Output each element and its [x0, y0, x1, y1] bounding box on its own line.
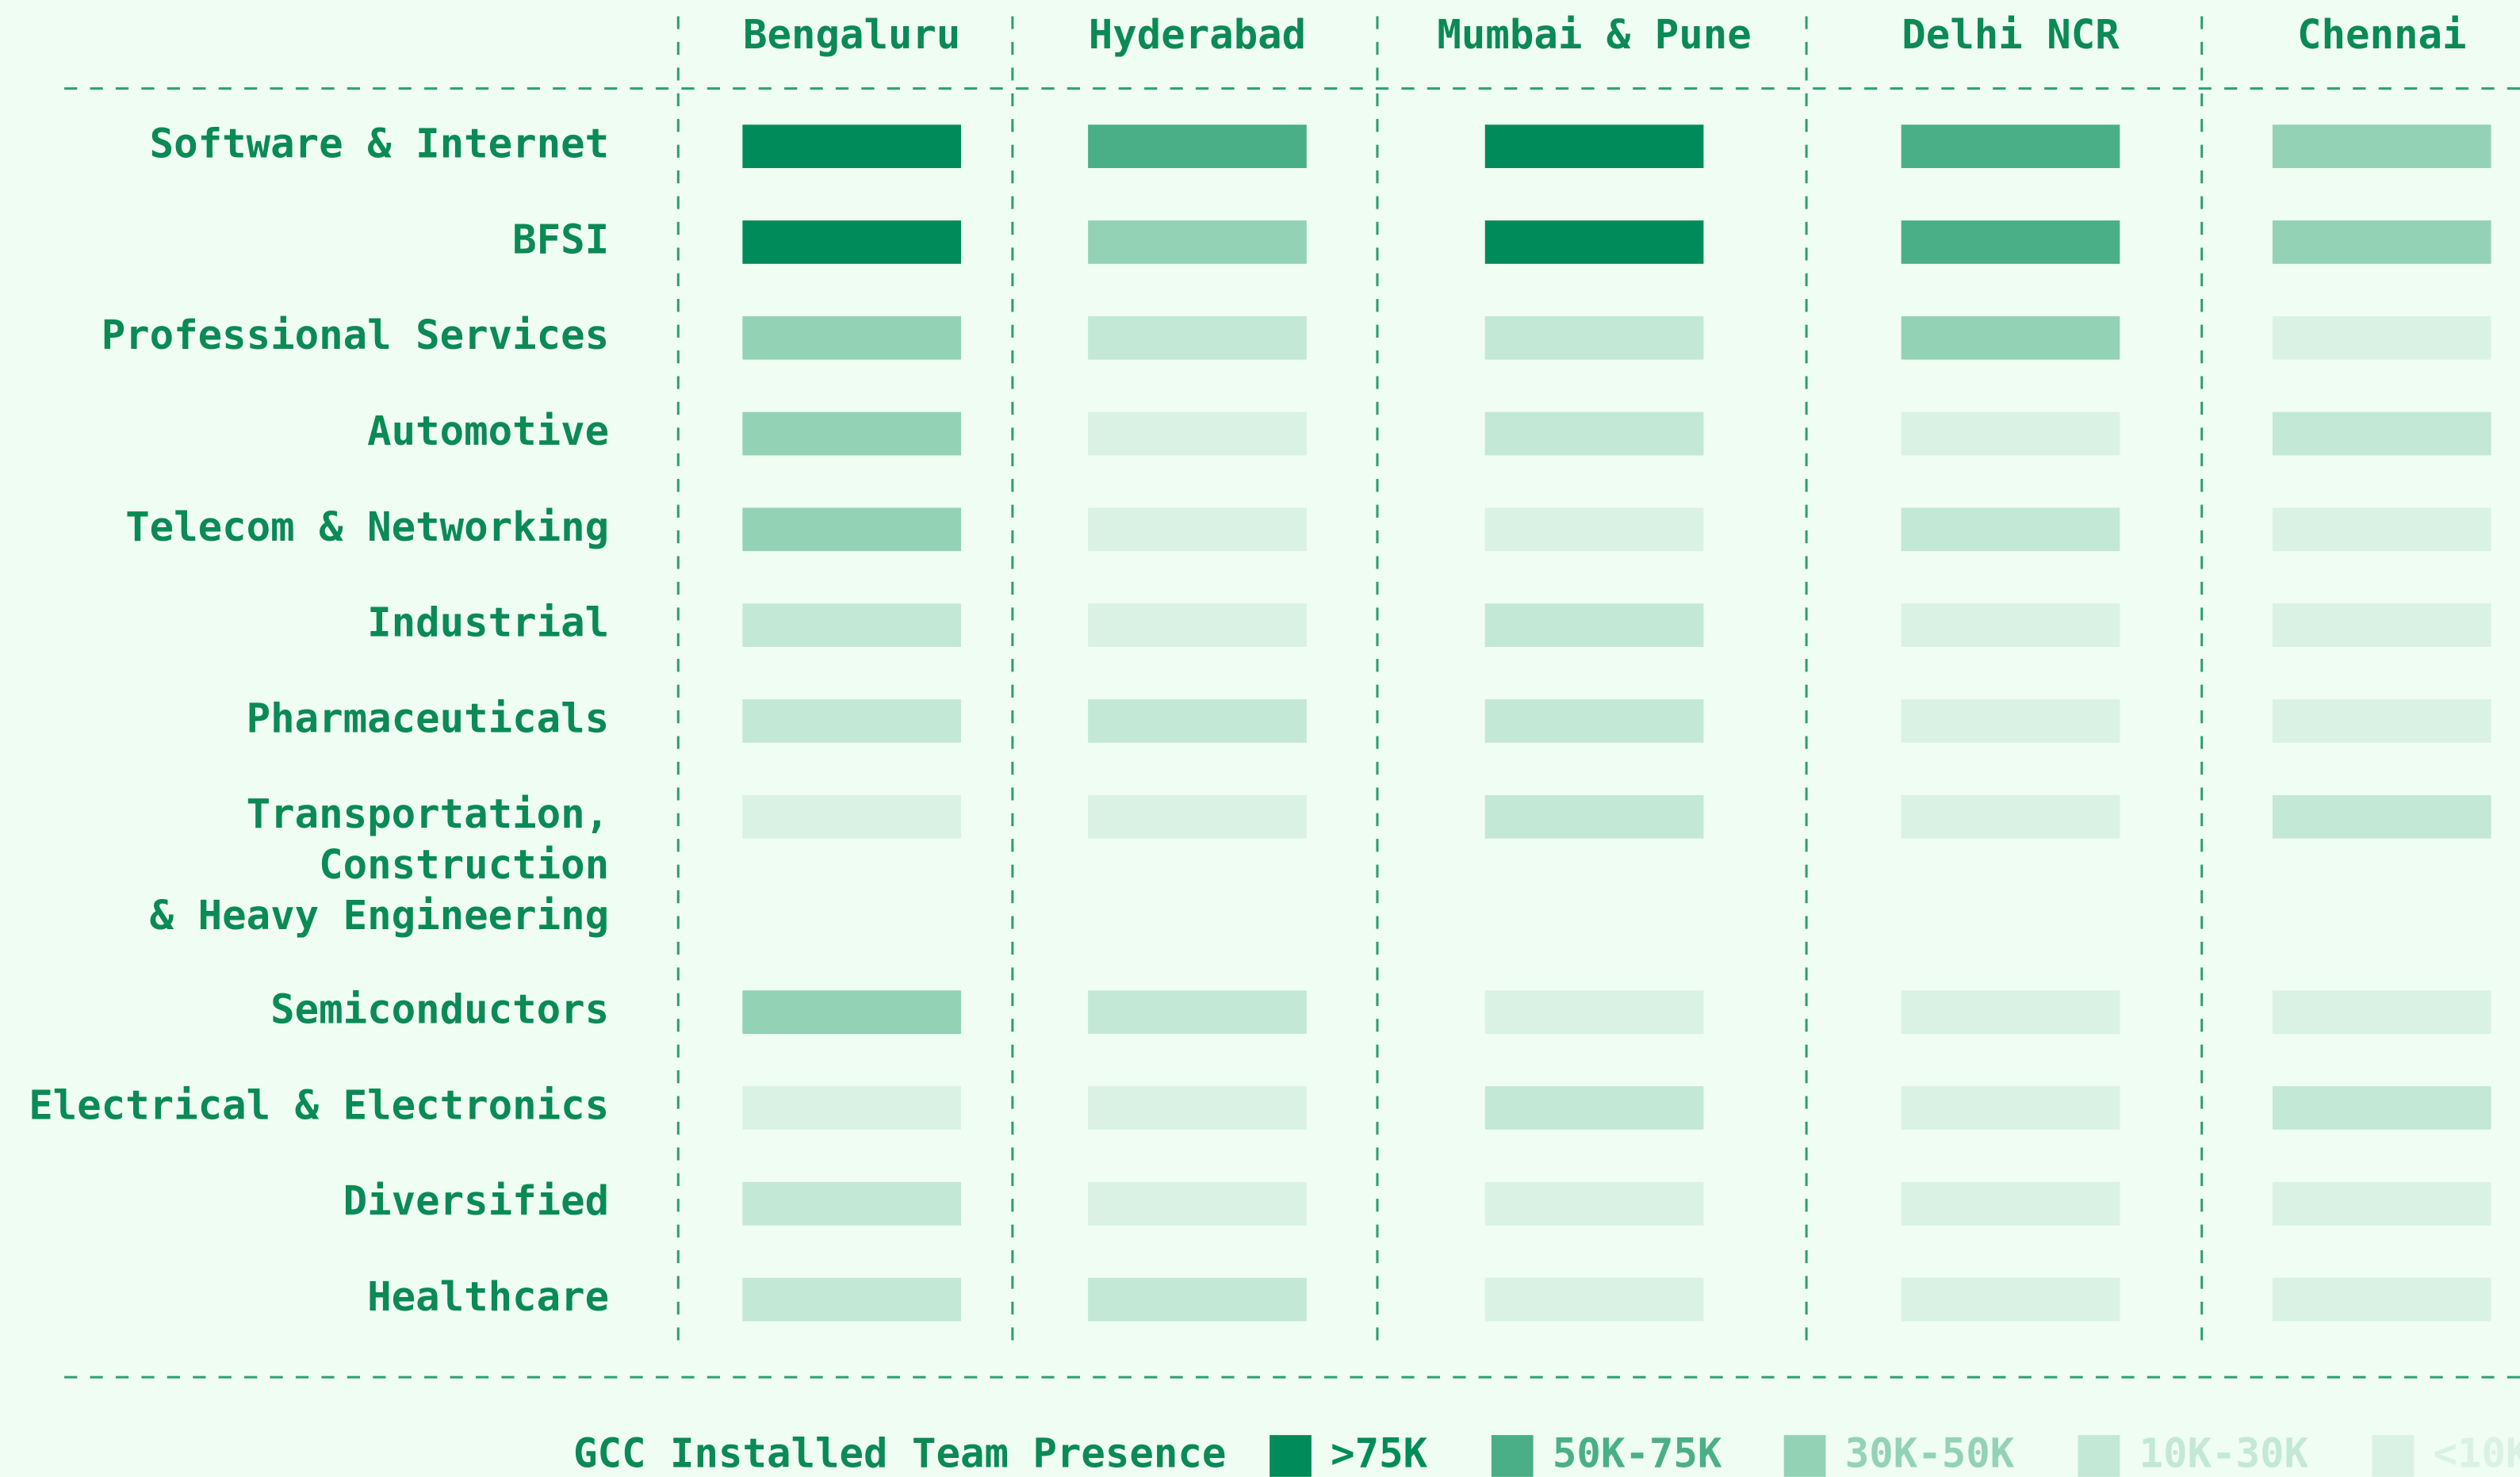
heat-cell [1484, 990, 1704, 1035]
heat-cell [1901, 794, 2120, 839]
row-label: Construction [319, 841, 609, 888]
heat-cell [1088, 124, 1307, 168]
heat-cell [1088, 1086, 1307, 1130]
column-header: Mumbai & Pune [1437, 11, 1751, 58]
heat-cell [1901, 220, 2120, 264]
legend-label: >75K [1331, 1429, 1427, 1476]
heat-cell [1901, 1086, 2120, 1130]
heat-cell [1484, 699, 1704, 743]
heat-cell [1484, 316, 1704, 360]
heat-cell [1901, 603, 2120, 647]
heat-cell [1088, 699, 1307, 743]
heat-cell [2272, 1277, 2491, 1322]
heat-cell [742, 1181, 962, 1226]
heat-cell [2272, 124, 2491, 168]
heat-cell [742, 794, 962, 839]
heat-cell [1901, 1277, 2120, 1322]
heat-cell [742, 990, 962, 1035]
heat-cell [1901, 699, 2120, 743]
legend-swatch [2078, 1435, 2120, 1477]
heat-cell [2272, 220, 2491, 264]
heat-cell [1088, 220, 1307, 264]
heat-cell [2272, 316, 2491, 360]
heat-cell [1088, 1181, 1307, 1226]
heat-cell [1901, 1181, 2120, 1226]
heat-cell [1484, 220, 1704, 264]
heat-cell [1484, 1277, 1704, 1322]
row-label: Pharmaceuticals [247, 694, 609, 741]
heat-cell [742, 316, 962, 360]
heat-cell [2272, 1181, 2491, 1226]
legend-label: 10K-30K [2139, 1429, 2309, 1476]
legend-swatch [1491, 1435, 1534, 1477]
row-label: & Heavy Engineering [150, 892, 609, 939]
heat-cell [2272, 603, 2491, 647]
heat-cell [1484, 124, 1704, 168]
legend-swatch [2372, 1435, 2415, 1477]
column-header: Chennai [2297, 11, 2466, 58]
heat-cell [1088, 1277, 1307, 1322]
heat-cell [1484, 507, 1704, 552]
heat-cell [1901, 990, 2120, 1035]
heat-cell [742, 699, 962, 743]
heat-cell [742, 1277, 962, 1322]
heat-cell [1484, 1086, 1704, 1130]
heat-cell [2272, 990, 2491, 1035]
heat-cell [1901, 507, 2120, 552]
column-header: Delhi NCR [1901, 11, 2120, 58]
row-label: Professional Services [101, 312, 609, 358]
row-label: Telecom & Networking [125, 503, 609, 550]
legend-title: GCC Installed Team Presence [573, 1429, 1226, 1476]
heat-cell [2272, 794, 2491, 839]
row-label: Electrical & Electronics [29, 1081, 609, 1128]
heat-cell [1088, 411, 1307, 456]
heat-cell [1088, 316, 1307, 360]
legend-label: <10K [2434, 1429, 2520, 1476]
heat-cell [2272, 411, 2491, 456]
row-label: Software & Internet [150, 121, 609, 167]
heat-cell [2272, 699, 2491, 743]
heat-cell [742, 1086, 962, 1130]
heat-cell [742, 124, 962, 168]
heat-cell [1484, 603, 1704, 647]
heat-cell [1901, 124, 2120, 168]
legend-label: 30K-50K [1845, 1429, 2015, 1476]
heat-cell [1088, 507, 1307, 552]
column-header: Bengaluru [743, 11, 960, 58]
row-label: Automotive [367, 408, 609, 454]
row-label: Semiconductors [270, 986, 609, 1033]
legend-label: 50K-75K [1553, 1429, 1722, 1476]
heat-cell [742, 411, 962, 456]
heat-cell [742, 220, 962, 264]
legend-swatch [1270, 1435, 1312, 1477]
row-label: Transportation, [247, 790, 609, 837]
heat-cell [2272, 1086, 2491, 1130]
heat-cell [2272, 507, 2491, 552]
heat-cell [1088, 990, 1307, 1035]
legend-swatch [1783, 1435, 1826, 1477]
row-label: Healthcare [367, 1273, 609, 1320]
column-header: Hyderabad [1089, 11, 1306, 58]
heat-cell [1484, 794, 1704, 839]
row-label: BFSI [512, 216, 609, 262]
heat-cell [1484, 1181, 1704, 1226]
row-label: Industrial [367, 599, 609, 646]
heat-cell [1901, 316, 2120, 360]
heat-cell [1901, 411, 2120, 456]
heat-cell [1088, 603, 1307, 647]
heat-cell [1088, 794, 1307, 839]
heat-cell [742, 507, 962, 552]
heat-cell [1484, 411, 1704, 456]
row-label: Diversified [343, 1177, 609, 1224]
heat-cell [742, 603, 962, 647]
